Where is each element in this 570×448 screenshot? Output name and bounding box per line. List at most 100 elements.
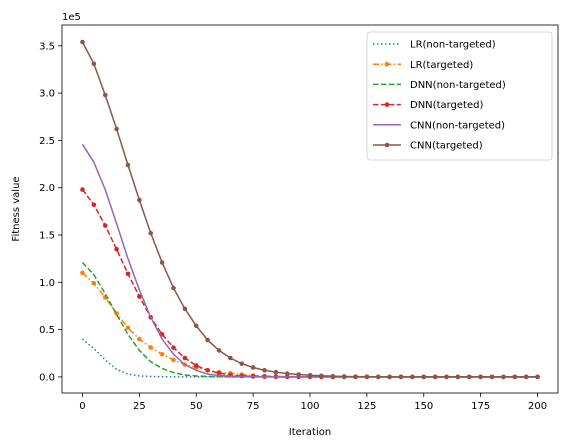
y-tick-label: 2.0 [39, 183, 55, 194]
x-axis-label: Iteration [289, 427, 331, 438]
series-cnn-non-targeted [81, 143, 538, 378]
data-point-cnn-targeted [137, 197, 142, 203]
legend-label: CNN(non-targeted) [410, 120, 505, 131]
data-point-cnn-targeted [501, 374, 506, 380]
data-point-lr-targeted [171, 357, 176, 363]
data-point-dnn-targeted [114, 246, 119, 252]
series-line-dnn-non-targeted [81, 261, 538, 378]
y-axis: 0.0 0.5 1.0 1.5 2.0 2.5 3.0 3.5 [39, 41, 62, 383]
y-tick-label: 1.5 [39, 231, 55, 242]
data-point-lr-targeted [91, 280, 97, 286]
data-point-cnn-targeted [205, 337, 210, 343]
data-point-dnn-targeted [80, 187, 85, 192]
data-point-cnn-targeted [159, 260, 165, 265]
data-point-cnn-targeted [273, 369, 279, 375]
data-point-cnn-targeted [148, 230, 154, 236]
x-tick-label: 150 [414, 401, 433, 412]
data-point-lr-targeted [80, 270, 85, 276]
data-point-dnn-targeted [205, 368, 210, 373]
data-point-cnn-targeted [478, 374, 483, 380]
legend-marker [384, 142, 390, 148]
x-axis: 0 25 50 75 100 125 150 175 200 [79, 393, 547, 412]
data-point-lr-targeted [125, 325, 131, 331]
x-tick-label: 200 [528, 401, 547, 412]
series-lr-non-targeted [82, 338, 538, 378]
data-point-cnn-targeted [171, 285, 176, 291]
data-point-cnn-targeted [216, 348, 222, 353]
data-point-cnn-targeted [182, 306, 188, 312]
y-tick-label: 1.0 [39, 278, 55, 289]
data-point-cnn-targeted [91, 61, 97, 67]
data-point-cnn-targeted [364, 374, 370, 380]
data-point-cnn-targeted [489, 374, 495, 380]
data-point-dnn-targeted [137, 294, 142, 299]
x-tick-label: 175 [471, 401, 490, 412]
y-tick-label: 0.0 [39, 372, 55, 383]
data-point-lr-targeted [159, 351, 165, 357]
y-tick-label: 0.5 [39, 325, 55, 336]
x-tick-label: 50 [190, 401, 203, 412]
y-axis-label: Fitness value [11, 176, 22, 241]
data-point-cnn-targeted [432, 374, 438, 380]
legend-item-dnn-non-targeted: DNN(non-targeted) [373, 80, 506, 91]
data-point-cnn-targeted [250, 365, 256, 370]
series-dnn-non-targeted [81, 261, 538, 378]
data-point-cnn-targeted [375, 374, 381, 380]
data-point-cnn-targeted [466, 374, 472, 380]
data-point-dnn-targeted [102, 223, 108, 228]
legend-marker [384, 102, 390, 107]
legend-item-lr-non-targeted: LR(non-targeted) [373, 40, 496, 51]
legend-item-cnn-targeted: CNN(targeted) [373, 141, 483, 152]
legend-marker [384, 61, 390, 67]
data-point-cnn-targeted [341, 374, 347, 379]
series-cnn-targeted [80, 39, 540, 380]
x-tick-label: 75 [247, 401, 260, 412]
data-point-cnn-targeted [80, 39, 85, 45]
legend: LR(non-targeted) LR(targeted) DNN(non-targ… [366, 31, 553, 161]
series-lr-targeted [80, 270, 540, 380]
data-point-lr-targeted [148, 345, 154, 350]
legend-label: CNN(targeted) [410, 141, 483, 152]
data-point-dnn-targeted [216, 370, 222, 376]
legend-label: DNN(targeted) [410, 100, 483, 111]
data-point-cnn-targeted [102, 92, 108, 98]
data-point-cnn-targeted [193, 323, 199, 329]
legend-item-cnn-non-targeted: CNN(non-targeted) [373, 120, 505, 131]
y-tick-label: 2.5 [39, 136, 55, 147]
legend-label: LR(targeted) [410, 60, 473, 71]
data-point-cnn-targeted [444, 374, 449, 380]
data-point-cnn-targeted [125, 162, 131, 168]
data-point-cnn-targeted [535, 374, 540, 380]
data-point-cnn-targeted [398, 374, 404, 380]
data-point-cnn-targeted [284, 371, 290, 376]
legend-label: LR(non-targeted) [410, 40, 496, 51]
data-point-dnn-targeted [193, 363, 199, 368]
data-point-dnn-targeted [125, 271, 131, 277]
x-tick-label: 125 [357, 401, 376, 412]
legend-item-lr-targeted: LR(targeted) [373, 60, 473, 71]
data-point-cnn-targeted [262, 368, 267, 373]
data-point-cnn-targeted [523, 374, 529, 380]
y-tick-label: 3.5 [39, 41, 55, 52]
x-tick-label: 25 [133, 401, 146, 412]
data-point-dnn-targeted [171, 345, 176, 350]
data-point-cnn-targeted [410, 374, 415, 380]
series-dnn-targeted [80, 187, 540, 380]
data-point-cnn-targeted [330, 373, 336, 379]
data-point-dnn-targeted [182, 355, 188, 361]
legend-item-dnn-targeted: DNN(targeted) [373, 100, 483, 111]
series-layer [80, 39, 540, 380]
data-point-cnn-targeted [239, 361, 245, 366]
legend-frame [366, 31, 553, 161]
data-point-lr-targeted [137, 336, 142, 342]
y-scale-label: 1e5 [62, 12, 81, 23]
legend-label: DNN(non-targeted) [410, 80, 506, 91]
data-point-cnn-targeted [296, 372, 301, 377]
data-point-dnn-targeted [91, 202, 97, 208]
data-point-cnn-targeted [387, 374, 392, 380]
series-line-lr-non-targeted [82, 338, 538, 378]
data-point-cnn-targeted [228, 355, 233, 361]
y-tick-label: 3.0 [39, 89, 55, 100]
data-point-cnn-targeted [114, 126, 119, 132]
